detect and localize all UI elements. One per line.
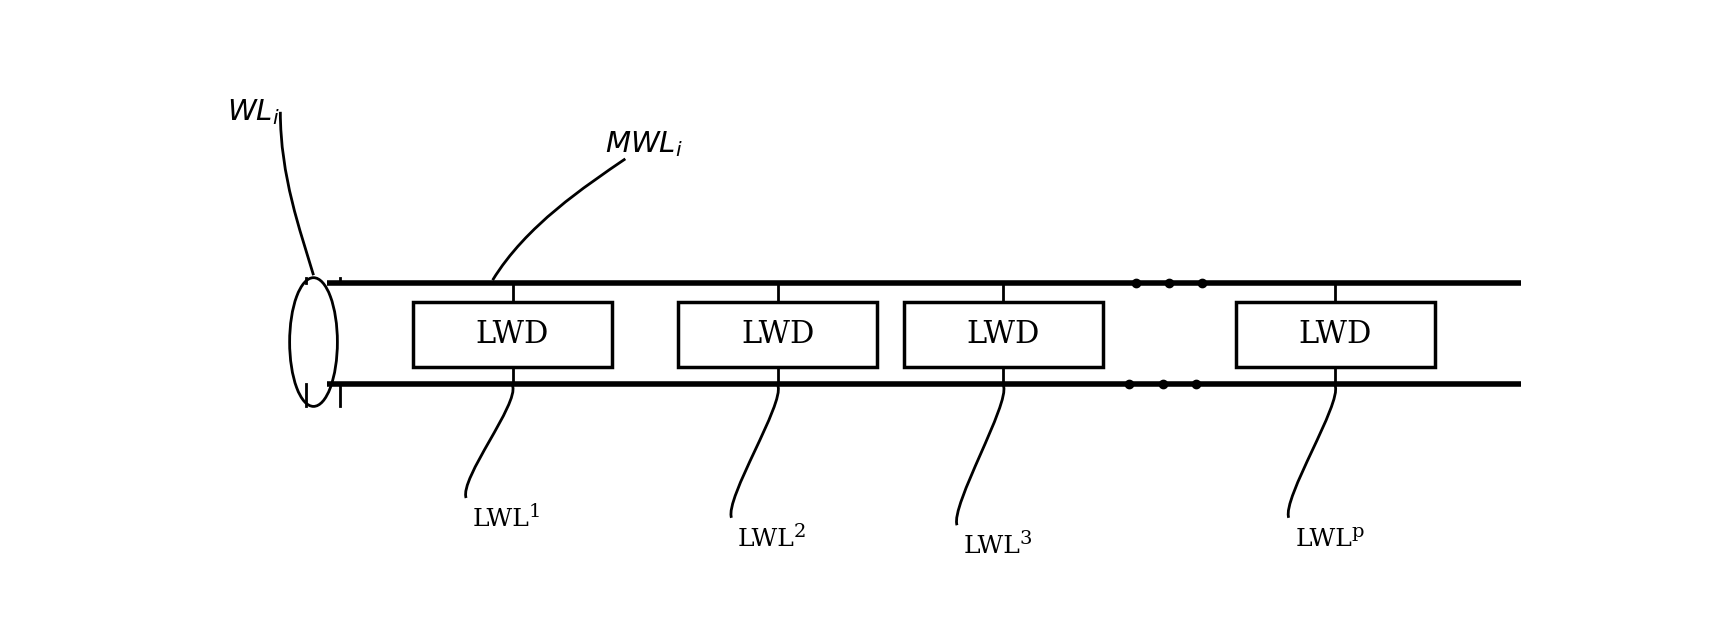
Text: LWD: LWD: [1298, 319, 1371, 350]
Text: LWL: LWL: [964, 535, 1020, 558]
Text: 2: 2: [794, 523, 806, 541]
Text: 3: 3: [1019, 530, 1032, 548]
Bar: [1236, 302, 1435, 367]
Text: LWL: LWL: [473, 508, 529, 531]
Text: LWL: LWL: [1296, 528, 1352, 550]
Text: $MWL_i$: $MWL_i$: [606, 129, 683, 159]
Text: 1: 1: [529, 503, 541, 521]
Text: LWD: LWD: [741, 319, 815, 350]
Bar: [678, 302, 877, 367]
Text: LWL: LWL: [738, 528, 794, 550]
Text: p: p: [1351, 523, 1363, 541]
Text: LWD: LWD: [476, 319, 550, 350]
Bar: [413, 302, 611, 367]
Text: LWD: LWD: [967, 319, 1041, 350]
Bar: [904, 302, 1103, 367]
Text: $WL_i$: $WL_i$: [228, 97, 279, 127]
